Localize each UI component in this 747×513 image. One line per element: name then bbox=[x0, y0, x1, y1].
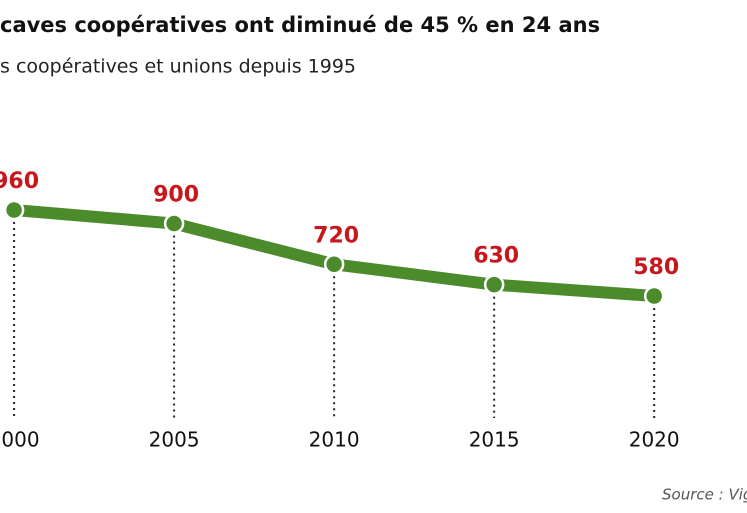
chart-subtitle: s coopératives et unions depuis 1995 bbox=[0, 56, 356, 78]
point bbox=[643, 285, 665, 307]
point bbox=[3, 199, 25, 221]
x-tick-label: 2010 bbox=[309, 428, 360, 452]
x-tick-label: 2015 bbox=[469, 428, 520, 452]
x-tick-label: 2000 bbox=[0, 428, 40, 452]
source: Source : Vig bbox=[662, 486, 747, 504]
x-tick-label: 2020 bbox=[629, 428, 680, 452]
data-label: 900 bbox=[153, 183, 199, 208]
data-label: 630 bbox=[473, 244, 519, 269]
x-tick-label: 2005 bbox=[149, 428, 200, 452]
point bbox=[163, 213, 185, 234]
chart-title: caves coopératives ont diminué de 45 % e… bbox=[0, 13, 600, 37]
point bbox=[483, 274, 505, 295]
data-label: 580 bbox=[633, 255, 679, 280]
point bbox=[323, 254, 345, 275]
data-label: 720 bbox=[313, 223, 359, 248]
data-label: 960 bbox=[0, 169, 39, 194]
